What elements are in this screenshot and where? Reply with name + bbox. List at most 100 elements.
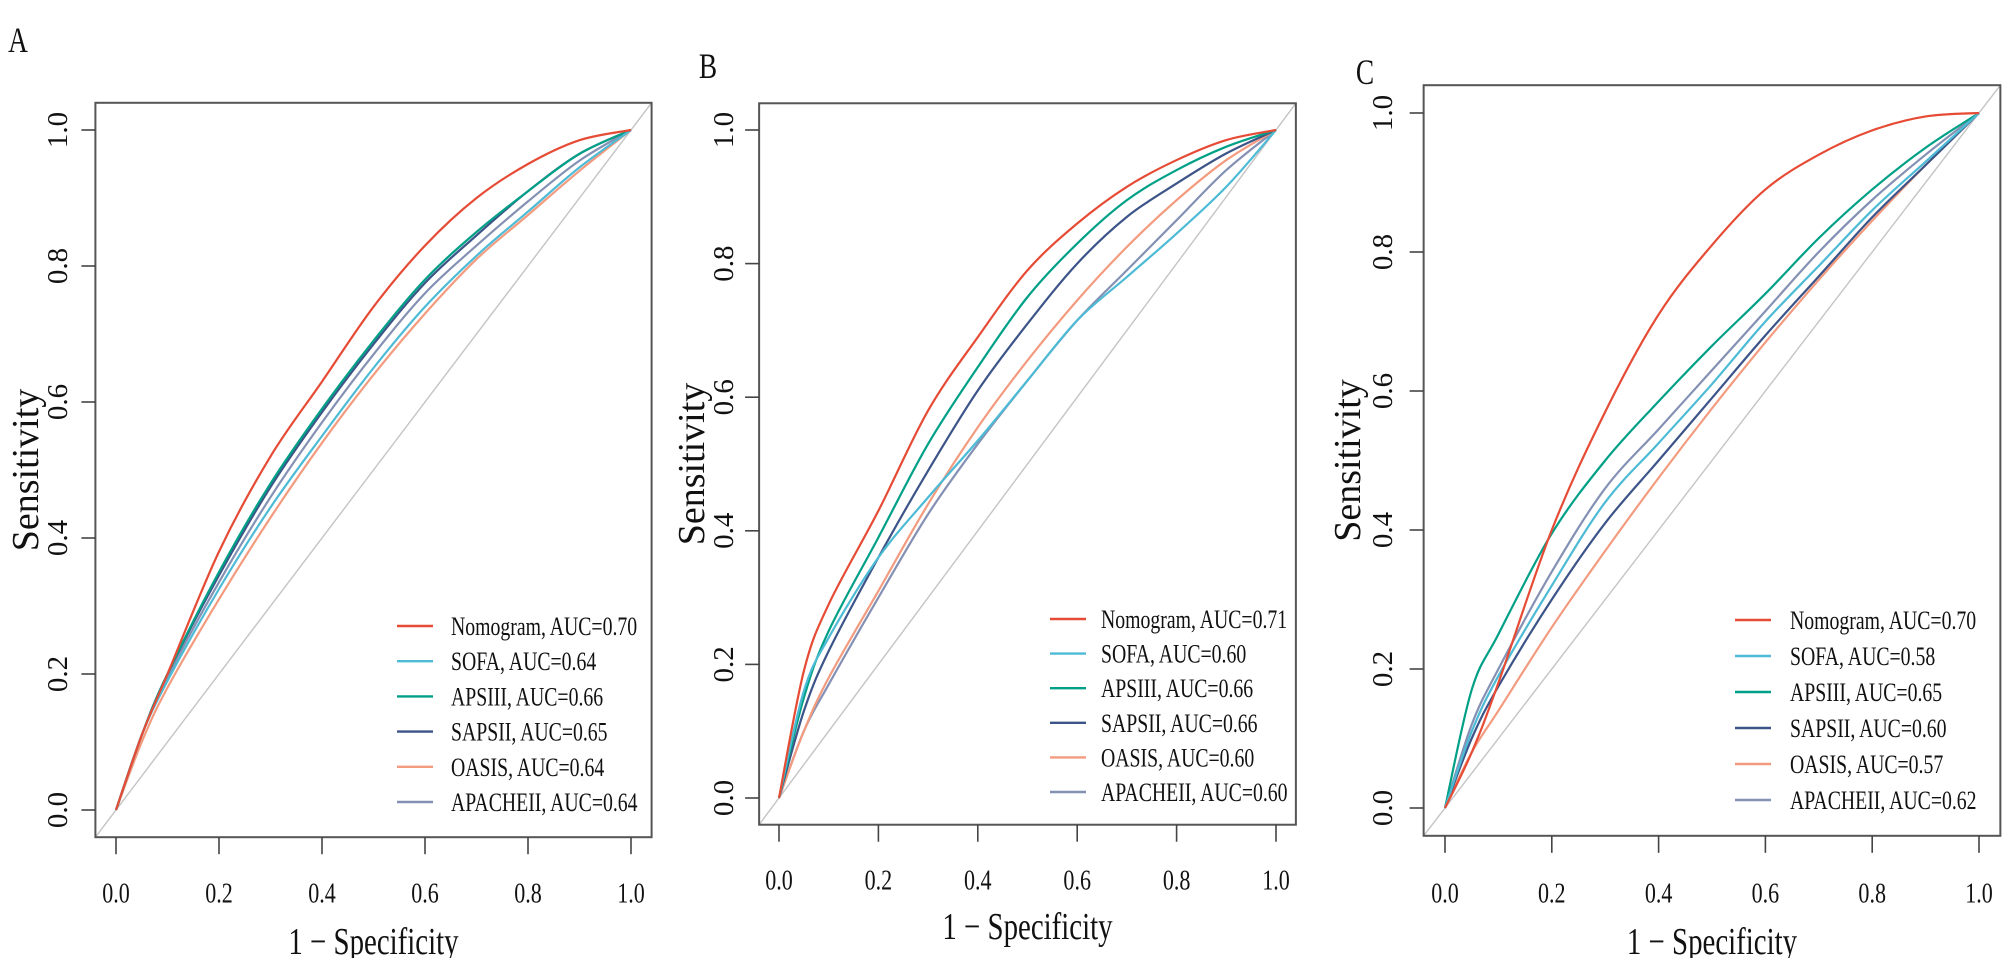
legend-item-sofa: SOFA, AUC=0.64 [397, 647, 597, 676]
roc-curve-nomogram [114, 128, 632, 811]
legend-item-apsiii: APSIII, AUC=0.65 [1735, 677, 1942, 707]
x-tick-label: 0.6 [411, 877, 439, 910]
legend-item-sofa: SOFA, AUC=0.60 [1050, 639, 1246, 668]
legend-item-oasis: OASIS, AUC=0.57 [1735, 749, 1943, 779]
legend: Nomogram, AUC=0.70 SOFA, AUC=0.64 APSIII, … [397, 611, 638, 817]
legend-label: APSIII, AUC=0.65 [1790, 677, 1942, 706]
roc-curve-sapsii [1443, 112, 1980, 809]
panel-letter: B [699, 46, 717, 85]
roc-curves [114, 128, 632, 811]
x-tick-label: 0.6 [1063, 864, 1091, 897]
roc-curve-apsiii [777, 128, 1277, 799]
x-tick-label: 0.0 [102, 877, 130, 910]
roc-curve-oasis [114, 129, 632, 811]
legend-label: Nomogram, AUC=0.70 [451, 611, 637, 640]
panel-b: B 0.0 0.2 0.4 0.6 0.8 1.0 0.0 0.2 0.4 0.6 0.8 1.0 1 −… [671, 46, 1297, 948]
y-axis-title: Sensitivity [1327, 379, 1369, 542]
legend-label: OASIS, AUC=0.60 [1101, 743, 1254, 772]
legend: Nomogram, AUC=0.71 SOFA, AUC=0.60 APSIII, … [1050, 604, 1288, 807]
x-tick-label: 1.0 [1262, 864, 1290, 897]
x-tick-label: 0.8 [514, 877, 542, 910]
legend-item-apacheii: APACHEII, AUC=0.64 [397, 787, 638, 817]
roc-curves [777, 128, 1277, 799]
roc-curve-apsiii [1443, 112, 1980, 809]
roc-curve-sapsii [777, 129, 1277, 799]
legend-label: SOFA, AUC=0.58 [1790, 641, 1935, 670]
roc-curve-sofa [777, 129, 1277, 799]
legend-label: OASIS, AUC=0.57 [1790, 749, 1943, 778]
x-tick-label: 0.0 [1431, 877, 1459, 910]
legend-label: APACHEII, AUC=0.62 [1790, 785, 1977, 814]
roc-curve-apacheii [1443, 112, 1980, 809]
roc-curve-nomogram [1444, 111, 1980, 809]
x-tick-label: 0.8 [1163, 864, 1191, 897]
y-tick-label: 0.2 [1367, 651, 1399, 687]
reference-diagonal [1423, 84, 2001, 837]
legend-label: OASIS, AUC=0.64 [451, 752, 605, 781]
reference-diagonal [94, 102, 653, 838]
y-tick-label: 0.6 [1367, 373, 1399, 409]
x-axis-title: 1 − Specificity [942, 906, 1112, 948]
legend-label: APACHEII, AUC=0.64 [451, 787, 638, 816]
x-axis-title: 1 − Specificity [1627, 921, 1797, 958]
legend-item-apacheii: APACHEII, AUC=0.60 [1050, 777, 1288, 807]
y-tick-label: 1.0 [42, 112, 74, 148]
legend-label: Nomogram, AUC=0.71 [1101, 604, 1287, 633]
roc-curve-oasis [777, 129, 1277, 799]
x-axis-title: 1 − Specificity [288, 921, 458, 958]
plot-frame [758, 102, 1297, 826]
roc-curve-oasis [1444, 112, 1980, 809]
legend-item-oasis: OASIS, AUC=0.64 [397, 752, 605, 781]
y-axis-title: Sensitivity [671, 383, 713, 546]
plot-frame [94, 101, 653, 839]
y-tick-label: 0.8 [1367, 234, 1399, 270]
x-tick-label: 0.4 [1645, 877, 1673, 910]
x-tick-label: 0.2 [1538, 877, 1566, 910]
y-tick-label: 0.4 [1367, 511, 1399, 548]
legend-item-apsiii: APSIII, AUC=0.66 [397, 682, 603, 711]
y-tick-label: 1.0 [708, 112, 740, 148]
legend-label: APSIII, AUC=0.66 [1101, 674, 1253, 703]
x-tick-label: 0.2 [205, 877, 233, 910]
panel-a: A 0.0 0.2 0.4 0.6 0.8 1.0 0.0 0.2 0.4 0.6 0.8 1.0 1 −… [5, 20, 653, 958]
y-tick-label: 0.4 [42, 519, 74, 556]
x-tick-label: 0.8 [1858, 877, 1886, 910]
y-tick-label: 0.6 [42, 384, 74, 420]
plot-frame [1422, 84, 2002, 837]
x-tick-label: 0.4 [964, 864, 992, 897]
y-tick-label: 1.0 [1367, 95, 1399, 131]
legend-label: Nomogram, AUC=0.70 [1790, 605, 1976, 634]
legend-label: APSIII, AUC=0.66 [451, 682, 603, 711]
legend-item-oasis: OASIS, AUC=0.60 [1050, 743, 1254, 772]
roc-curve-nomogram [777, 128, 1277, 799]
legend-item-nomogram: Nomogram, AUC=0.70 [397, 611, 637, 641]
legend-item-nomogram: Nomogram, AUC=0.71 [1050, 604, 1287, 634]
y-tick-label: 0.8 [42, 248, 74, 284]
legend-item-sapsii: SAPSII, AUC=0.60 [1735, 713, 1947, 743]
y-tick-label: 0.0 [42, 792, 74, 828]
x-tick-label: 1.0 [617, 877, 645, 910]
legend-label: APACHEII, AUC=0.60 [1101, 777, 1288, 806]
x-tick-label: 0.6 [1752, 877, 1780, 910]
panel-letter: C [1356, 52, 1374, 91]
x-tick-label: 1.0 [1965, 877, 1993, 910]
y-tick-label: 0.4 [708, 512, 740, 549]
x-tick-label: 0.2 [865, 864, 893, 897]
legend-label: SAPSII, AUC=0.65 [451, 717, 608, 746]
legend-item-sapsii: SAPSII, AUC=0.65 [397, 717, 608, 746]
panel-letter: A [8, 20, 28, 59]
y-tick-label: 0.8 [708, 245, 740, 281]
legend-item-apsiii: APSIII, AUC=0.66 [1050, 674, 1253, 703]
y-tick-label: 0.0 [1367, 790, 1399, 826]
legend-label: SAPSII, AUC=0.66 [1101, 708, 1258, 737]
x-tick-label: 0.0 [765, 864, 793, 897]
y-tick-label: 0.2 [42, 656, 74, 692]
x-tick-label: 0.4 [308, 877, 336, 910]
legend-label: SOFA, AUC=0.60 [1101, 639, 1246, 668]
y-tick-label: 0.2 [708, 646, 740, 682]
y-tick-label: 0.6 [708, 379, 740, 415]
legend-item-sofa: SOFA, AUC=0.58 [1735, 641, 1935, 671]
legend-label: SAPSII, AUC=0.60 [1790, 713, 1947, 742]
roc-curves [1443, 111, 1980, 809]
